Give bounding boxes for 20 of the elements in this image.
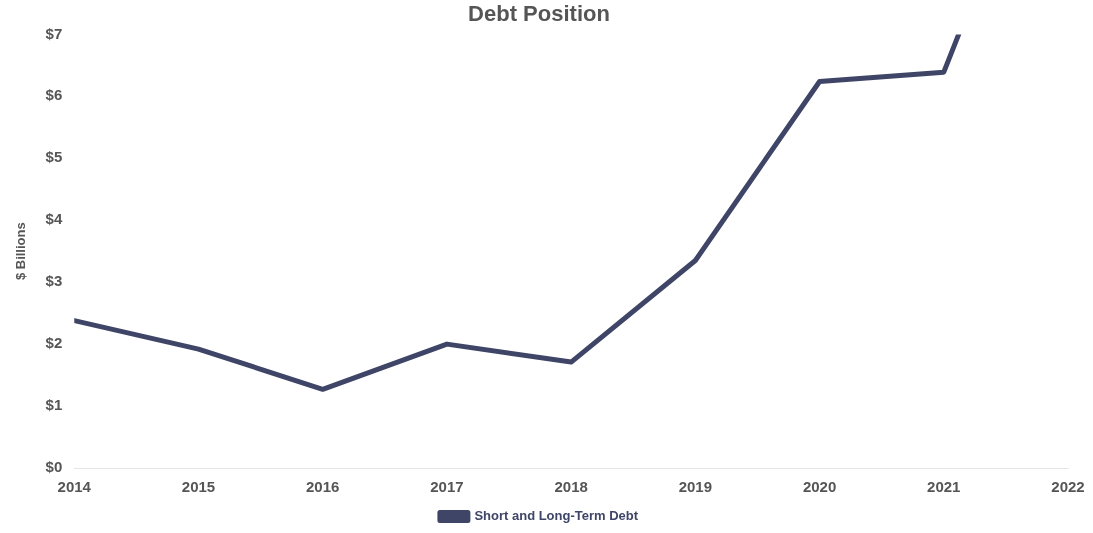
x-tick-label: 2017 [430,478,464,496]
y-tick-label: $4 [45,210,63,228]
y-tick-label: $5 [45,148,63,166]
x-tick-label: 2021 [927,478,961,496]
x-tick-label: 2018 [554,478,588,496]
x-tick-label: 2014 [57,478,92,496]
y-tick-label: $7 [45,24,63,42]
y-tick-label: $0 [45,458,63,476]
x-tick-label: 2015 [181,478,216,496]
x-tick-label: 2020 [802,478,837,496]
y-tick-label: $6 [45,86,63,104]
x-tick-label: 2016 [306,478,340,496]
x-tick-label: 2019 [678,478,713,496]
legend-label: Short and Long-Term Debt [474,508,639,524]
chart-title: Debt Position [468,1,610,27]
x-tick-label: 2022 [1051,478,1085,496]
y-tick-label: $2 [45,334,63,352]
y-axis-title: $ Billions [13,222,29,281]
y-tick-label: $3 [45,272,63,290]
y-tick-label: $1 [45,396,63,414]
